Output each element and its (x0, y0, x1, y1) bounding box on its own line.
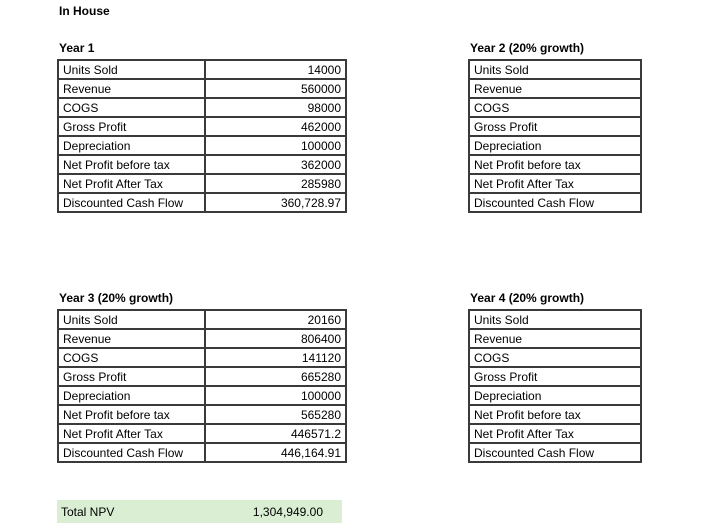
table-row: Units Sold (468, 309, 642, 330)
row-label-cell[interactable]: Revenue (468, 328, 642, 349)
row-label-cell[interactable]: Discounted Cash Flow (468, 442, 642, 463)
row-label-cell[interactable]: COGS (57, 347, 206, 368)
row-value-cell[interactable]: 446571.2 (204, 423, 347, 444)
table-row: Units Sold 14000 (57, 59, 347, 80)
table-row: Net Profit before tax 362000 (57, 154, 347, 175)
row-value-cell[interactable]: 14000 (204, 59, 347, 80)
table-row: Depreciation (468, 135, 642, 156)
table-row: Revenue (468, 328, 642, 349)
row-value-cell[interactable]: 446,164.91 (204, 442, 347, 463)
table-row: Gross Profit 665280 (57, 366, 347, 387)
row-label-cell[interactable]: Net Profit After Tax (468, 173, 642, 194)
row-label-cell[interactable]: Net Profit before tax (57, 404, 206, 425)
year2-table: Units Sold Revenue COGS Gross Profit Depreci… (468, 59, 642, 213)
year2-section: Year 2 (20% growth) Units Sold Revenue COG… (468, 41, 642, 213)
row-value-cell[interactable]: 360,728.97 (204, 192, 347, 213)
table-row: Discounted Cash Flow (468, 442, 642, 463)
table-row: COGS (468, 97, 642, 118)
total-npv-row: Total NPV 1,304,949.00 (57, 500, 342, 523)
row-label-cell[interactable]: Units Sold (57, 309, 206, 330)
table-row: Net Profit After Tax (468, 173, 642, 194)
year3-title[interactable]: Year 3 (20% growth) (59, 291, 174, 305)
row-label-cell[interactable]: Depreciation (468, 135, 642, 156)
total-npv-value[interactable]: 1,304,949.00 (252, 504, 323, 519)
row-label-cell[interactable]: Discounted Cash Flow (468, 192, 642, 213)
row-value-cell[interactable]: 141120 (204, 347, 347, 368)
year1-section: Year 1 Units Sold 14000 Revenue 560000 COGS 9… (57, 41, 347, 213)
table-row: Depreciation (468, 385, 642, 406)
row-value-cell[interactable]: 560000 (204, 78, 347, 99)
row-value-cell[interactable]: 20160 (204, 309, 347, 330)
row-value-cell[interactable]: 665280 (204, 366, 347, 387)
row-label-cell[interactable]: Revenue (57, 78, 206, 99)
row-label-cell[interactable]: Revenue (468, 78, 642, 99)
row-value-cell[interactable]: 100000 (204, 385, 347, 406)
table-row: Revenue 806400 (57, 328, 347, 349)
total-npv-label[interactable]: Total NPV (61, 504, 115, 519)
table-row: Units Sold 20160 (57, 309, 347, 330)
table-row: Discounted Cash Flow 360,728.97 (57, 192, 347, 213)
table-row: Gross Profit (468, 366, 642, 387)
table-row: Net Profit After Tax 285980 (57, 173, 347, 194)
table-row: Net Profit before tax (468, 404, 642, 425)
row-label-cell[interactable]: COGS (468, 347, 642, 368)
table-row: Units Sold (468, 59, 642, 80)
table-row: COGS 98000 (57, 97, 347, 118)
year2-title[interactable]: Year 2 (20% growth) (470, 41, 585, 55)
row-value-cell[interactable]: 362000 (204, 154, 347, 175)
row-label-cell[interactable]: Units Sold (57, 59, 206, 80)
row-label-cell[interactable]: Net Profit before tax (468, 404, 642, 425)
row-label-cell[interactable]: Units Sold (468, 59, 642, 80)
row-value-cell[interactable]: 806400 (204, 328, 347, 349)
table-row: COGS 141120 (57, 347, 347, 368)
table-row: Gross Profit 462000 (57, 116, 347, 137)
table-row: Discounted Cash Flow 446,164.91 (57, 442, 347, 463)
year4-table: Units Sold Revenue COGS Gross Profit Depreci… (468, 309, 642, 463)
table-row: Net Profit before tax (468, 154, 642, 175)
row-label-cell[interactable]: Depreciation (57, 135, 206, 156)
row-label-cell[interactable]: COGS (57, 97, 206, 118)
row-label-cell[interactable]: COGS (468, 97, 642, 118)
year1-table: Units Sold 14000 Revenue 560000 COGS 98000 Gro… (57, 59, 347, 213)
table-row: Net Profit After Tax (468, 423, 642, 444)
row-label-cell[interactable]: Units Sold (468, 309, 642, 330)
year1-title[interactable]: Year 1 (59, 41, 95, 55)
year3-table: Units Sold 20160 Revenue 806400 COGS 141120 Gr… (57, 309, 347, 463)
row-label-cell[interactable]: Gross Profit (57, 366, 206, 387)
table-row: Depreciation 100000 (57, 135, 347, 156)
row-value-cell[interactable]: 100000 (204, 135, 347, 156)
year4-title[interactable]: Year 4 (20% growth) (470, 291, 585, 305)
row-label-cell[interactable]: Gross Profit (468, 116, 642, 137)
table-row: COGS (468, 347, 642, 368)
row-label-cell[interactable]: Gross Profit (468, 366, 642, 387)
year3-section: Year 3 (20% growth) Units Sold 20160 Reven… (57, 291, 347, 463)
table-row: Depreciation 100000 (57, 385, 347, 406)
row-value-cell[interactable]: 98000 (204, 97, 347, 118)
row-label-cell[interactable]: Discounted Cash Flow (57, 442, 206, 463)
row-label-cell[interactable]: Net Profit After Tax (468, 423, 642, 444)
row-label-cell[interactable]: Gross Profit (57, 116, 206, 137)
row-label-cell[interactable]: Depreciation (57, 385, 206, 406)
table-row: Net Profit After Tax 446571.2 (57, 423, 347, 444)
table-row: Revenue (468, 78, 642, 99)
table-row: Gross Profit (468, 116, 642, 137)
row-label-cell[interactable]: Depreciation (468, 385, 642, 406)
row-value-cell[interactable]: 565280 (204, 404, 347, 425)
row-label-cell[interactable]: Net Profit before tax (468, 154, 642, 175)
row-value-cell[interactable]: 462000 (204, 116, 347, 137)
row-value-cell[interactable]: 285980 (204, 173, 347, 194)
row-label-cell[interactable]: Net Profit before tax (57, 154, 206, 175)
row-label-cell[interactable]: Net Profit After Tax (57, 423, 206, 444)
row-label-cell[interactable]: Net Profit After Tax (57, 173, 206, 194)
row-label-cell[interactable]: Discounted Cash Flow (57, 192, 206, 213)
table-row: Revenue 560000 (57, 78, 347, 99)
row-label-cell[interactable]: Revenue (57, 328, 206, 349)
table-row: Discounted Cash Flow (468, 192, 642, 213)
table-row: Net Profit before tax 565280 (57, 404, 347, 425)
sheet-title[interactable]: In House (59, 4, 110, 18)
year4-section: Year 4 (20% growth) Units Sold Revenue COG… (468, 291, 642, 463)
